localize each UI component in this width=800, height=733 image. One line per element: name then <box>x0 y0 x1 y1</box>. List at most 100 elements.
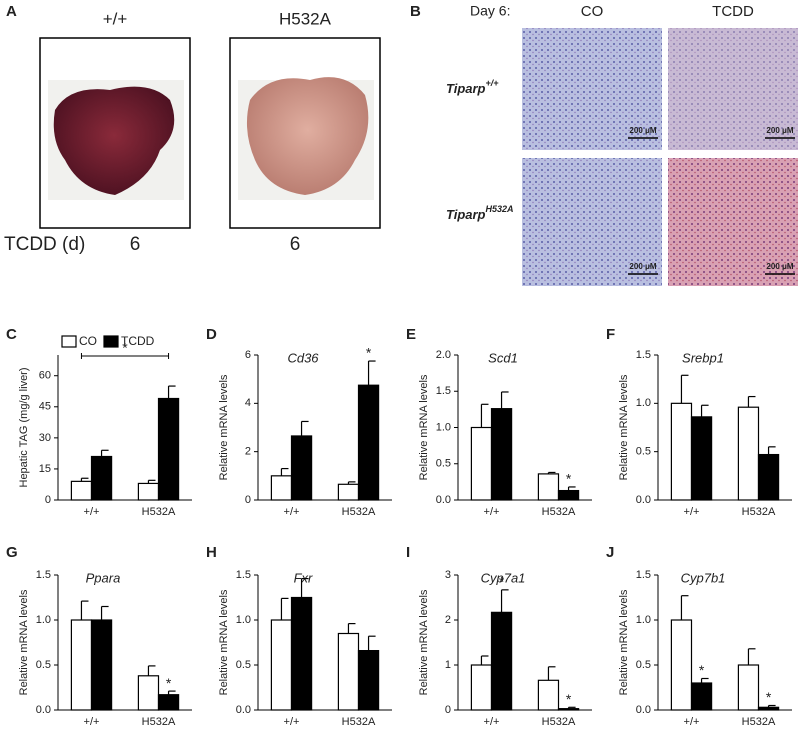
significance-mark: * <box>566 691 572 707</box>
x-tick-label: +/+ <box>284 716 300 728</box>
chart-title: Ppara <box>86 570 121 585</box>
bar-chart: C Hepatic TAG (mg/g liver) 0 15 30 45 60 +/+ H53… <box>6 326 192 518</box>
panel-letter: J <box>606 544 614 561</box>
significance-mark: * <box>122 340 128 356</box>
y-axis-label: Relative mRNA levels <box>418 589 430 695</box>
y-tick-label: 1.5 <box>236 569 251 581</box>
bar <box>670 619 693 711</box>
y-tick-label: 0.5 <box>36 659 51 671</box>
bar <box>137 675 160 711</box>
y-tick-label: 1.5 <box>36 569 51 581</box>
day-label: 6 <box>130 234 141 255</box>
x-tick-label: H532A <box>742 506 776 518</box>
y-tick-label: 0.0 <box>236 704 251 716</box>
panel-letter: G <box>6 544 18 561</box>
y-tick-label: 6 <box>245 349 251 361</box>
bar <box>137 482 160 501</box>
bar <box>470 664 493 711</box>
row-label: Tiparp+/+ <box>446 78 499 96</box>
histology-image <box>522 28 662 150</box>
scale-bar-label: 200 μM <box>766 126 793 135</box>
y-tick-label: 1.0 <box>236 614 251 626</box>
y-tick-label: 30 <box>39 432 51 444</box>
panel-header: Day 6: <box>470 3 510 19</box>
significance-mark: * <box>366 345 372 361</box>
y-tick-label: 0.5 <box>636 659 651 671</box>
bar <box>157 694 180 711</box>
panel-letter: C <box>6 326 17 343</box>
row-label: TCDD (d) <box>4 234 85 255</box>
y-tick-label: 1.0 <box>436 421 451 433</box>
y-tick-label: 1.0 <box>636 614 651 626</box>
y-tick-label: 2 <box>245 446 251 458</box>
scale-bar-label: 200 μM <box>629 126 656 135</box>
chart-title: Cyp7a1 <box>481 570 526 585</box>
y-axis-label: Relative mRNA levels <box>618 589 630 695</box>
bar <box>537 679 560 711</box>
y-tick-label: 0.0 <box>436 494 451 506</box>
y-tick-label: 0.0 <box>636 704 651 716</box>
y-tick-label: 0.0 <box>636 494 651 506</box>
bar-chart: I Relative mRNA levels Cyp7a1 0 1 2 3 +/+ * H532A… <box>406 544 592 728</box>
y-axis-label: Hepatic TAG (mg/g liver) <box>18 367 30 487</box>
y-tick-label: 0.0 <box>36 704 51 716</box>
liver-photo <box>53 86 175 195</box>
scale-bar-label: 200 μM <box>766 262 793 271</box>
bar <box>490 611 513 711</box>
y-tick-label: 1.5 <box>636 569 651 581</box>
y-tick-label: 0.5 <box>236 659 251 671</box>
y-tick-label: 1 <box>445 659 451 671</box>
y-tick-label: 1.5 <box>636 349 651 361</box>
y-tick-label: 2 <box>445 614 451 626</box>
bar <box>490 408 513 501</box>
histology-image <box>668 28 798 150</box>
histology-image <box>668 158 798 286</box>
bar <box>537 473 560 501</box>
bar <box>270 475 293 501</box>
x-tick-label: +/+ <box>284 506 300 518</box>
bar <box>357 384 380 501</box>
bar <box>337 632 360 711</box>
bar-chart: F Relative mRNA levels Srebp1 0.0 0.5 1.0 1.5 +… <box>606 326 792 518</box>
significance-mark: * <box>499 574 505 590</box>
y-tick-label: 4 <box>245 397 251 409</box>
liver-photo <box>246 77 369 195</box>
x-tick-label: H532A <box>342 716 376 728</box>
panel-letter: I <box>406 544 410 561</box>
panel-letter: F <box>606 326 615 343</box>
panel-letter: B <box>410 3 421 20</box>
legend-swatch <box>61 335 77 348</box>
gene: Tiparp <box>446 81 486 96</box>
chart-title: Fxr <box>294 570 313 585</box>
y-tick-label: 0.5 <box>436 458 451 470</box>
x-tick-label: H532A <box>542 716 576 728</box>
x-tick-label: +/+ <box>484 716 500 728</box>
column-label: TCDD <box>712 3 754 20</box>
genotype: +/+ <box>486 78 500 88</box>
bar <box>757 453 780 501</box>
bar <box>557 489 580 501</box>
bar-chart: G Relative mRNA levels Ppara 0.0 0.5 1.0 1.5 +/… <box>6 544 192 728</box>
gene: Tiparp <box>446 207 486 222</box>
bar <box>290 596 313 711</box>
bar-chart: D Relative mRNA levels Cd36 0 2 4 6 +/+ H532A * <box>206 326 392 518</box>
bar <box>337 483 360 501</box>
bar-chart: E Relative mRNA levels Scd1 0.0 0.5 1.0 1.5 2.0… <box>406 326 592 518</box>
x-tick-label: H532A <box>142 506 176 518</box>
bar <box>737 406 760 501</box>
bar <box>690 416 713 501</box>
y-tick-label: 1.0 <box>636 397 651 409</box>
y-axis-label: Relative mRNA levels <box>18 589 30 695</box>
y-tick-label: 1.0 <box>36 614 51 626</box>
column-label: +/+ <box>103 9 128 28</box>
y-axis-label: Relative mRNA levels <box>618 374 630 480</box>
bar <box>737 664 760 711</box>
chart-title: Srebp1 <box>682 350 724 365</box>
bar <box>157 397 180 501</box>
legend-label: TCDD <box>121 334 155 348</box>
panel-letter: H <box>206 544 217 561</box>
y-tick-label: 0.5 <box>636 446 651 458</box>
chart-title: Scd1 <box>488 350 518 365</box>
x-tick-label: H532A <box>342 506 376 518</box>
panel-letter: A <box>6 3 17 20</box>
